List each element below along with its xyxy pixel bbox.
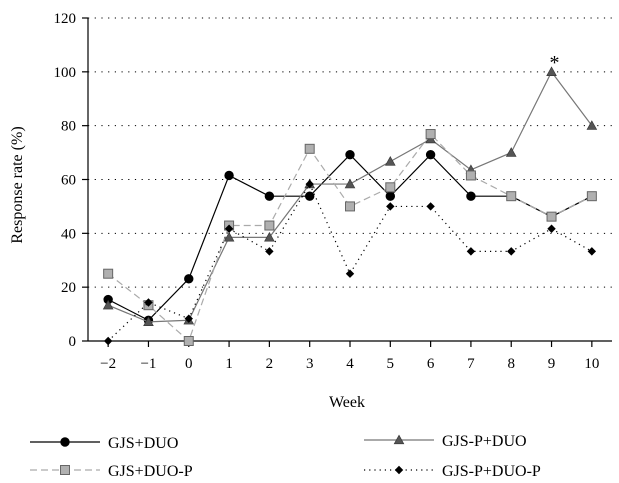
x-tick-label: 6 (427, 356, 435, 372)
y-tick-label: 60 (61, 173, 76, 189)
x-tick-label: 2 (266, 356, 274, 372)
x-tick-labels: −2 −1 0 1 2 3 4 5 6 7 8 9 10 (100, 356, 599, 372)
legend-label: GJS+DUO (108, 435, 178, 452)
diamond-point (144, 298, 153, 307)
series-group (102, 66, 598, 346)
legend: GJS+DUO GJS-P+DUO GJS+DUO-P GJS-P+DUO-P (30, 433, 541, 480)
legend-item: GJS+DUO (30, 435, 178, 452)
y-axis-label: Response rate (%) (9, 126, 26, 243)
series-line (107, 133, 593, 343)
triangle-point (344, 178, 356, 189)
y-tick-labels: 0 20 40 60 80 100 120 (54, 11, 77, 350)
square-point (425, 129, 436, 140)
x-tick-label: 1 (225, 356, 233, 372)
square-point (60, 465, 70, 475)
diamond-point (547, 224, 556, 233)
square-point (546, 211, 557, 222)
diamond-point (103, 336, 113, 346)
triangle-point (264, 231, 275, 242)
x-tick-label: 5 (387, 356, 395, 372)
triangle-point (505, 147, 517, 157)
triangle-point (393, 434, 405, 445)
y-tick-label: 40 (61, 226, 76, 242)
circle-point (385, 191, 396, 201)
square-point (465, 170, 476, 181)
x-tick-label: 3 (306, 356, 314, 372)
x-tick-label: 0 (185, 356, 193, 372)
diamond-point (345, 269, 355, 278)
legend-label: GJS-P+DUO (442, 433, 527, 450)
triangle-point (102, 299, 114, 310)
legend-label: GJS-P+DUO-P (442, 463, 541, 480)
x-tick-label: 8 (507, 356, 515, 372)
square-point (264, 220, 275, 231)
diamond-point (224, 224, 234, 233)
diamond-point (394, 465, 404, 475)
legend-item: GJS-P+DUO (364, 433, 527, 450)
circle-point (224, 170, 234, 181)
square-point (103, 268, 114, 279)
square-point (586, 191, 597, 202)
square-point (506, 191, 517, 202)
legend-item: GJS+DUO-P (30, 463, 193, 480)
y-tick-label: 0 (69, 334, 77, 350)
annotations: * (550, 52, 560, 74)
circle-point (425, 150, 436, 160)
diamond-point (305, 179, 314, 189)
diamond-point (507, 247, 516, 256)
diamond-point (386, 202, 395, 211)
x-tick-label: −2 (100, 356, 116, 372)
diamond-point (587, 247, 597, 256)
circle-point (466, 191, 476, 201)
x-axis-label: Week (329, 394, 365, 411)
circle-point (184, 274, 194, 284)
series-3 (103, 129, 597, 346)
legend-label: GJS+DUO-P (108, 463, 193, 480)
diamond-point (466, 247, 476, 256)
square-point (183, 336, 194, 346)
triangle-point (546, 66, 557, 76)
square-point (385, 182, 396, 193)
legend-item: GJS-P+DUO-P (364, 463, 541, 480)
y-tick-label: 120 (54, 11, 77, 27)
y-tick-label: 80 (61, 119, 76, 135)
triangle-point (384, 156, 396, 166)
triangle-point (586, 120, 598, 130)
series-4 (103, 179, 597, 346)
diamond-point (426, 202, 435, 211)
circle-point (345, 150, 355, 160)
square-point (304, 143, 315, 154)
circle-point (264, 191, 275, 201)
diamond-point (265, 247, 274, 256)
triangle-point (143, 316, 154, 327)
x-tick-label: 7 (467, 356, 475, 372)
x-tick-label: 9 (548, 356, 556, 372)
x-tick-label: 4 (346, 356, 354, 372)
significance-marker: * (550, 52, 560, 74)
series-1 (103, 150, 597, 325)
series-line (107, 70, 593, 323)
x-tick-label: 10 (584, 356, 599, 372)
triangle-point (223, 231, 235, 242)
y-tick-label: 100 (54, 65, 77, 81)
axes (82, 17, 612, 347)
circle-point (60, 437, 70, 447)
circle-point (304, 191, 315, 201)
square-point (345, 201, 355, 212)
y-tick-label: 20 (61, 280, 76, 296)
x-tick-label: −1 (140, 356, 156, 372)
diamond-point (184, 314, 193, 323)
